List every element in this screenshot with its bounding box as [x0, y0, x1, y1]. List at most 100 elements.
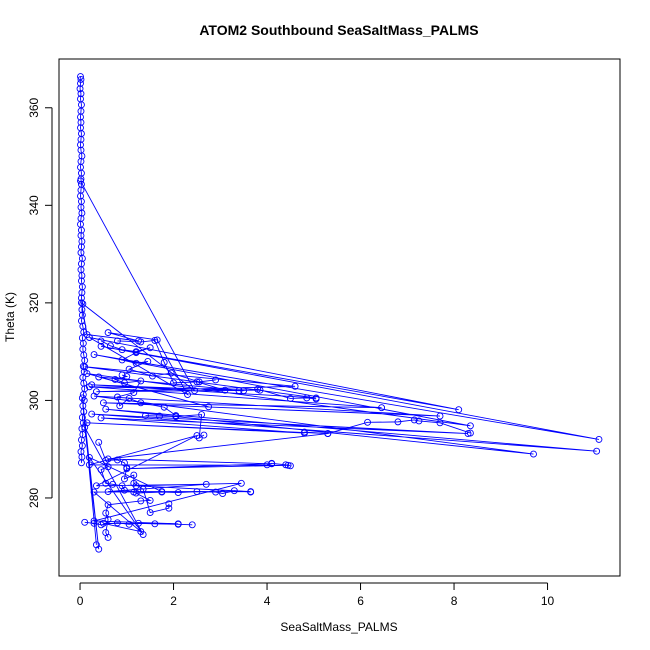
y-tick-label: 300 — [27, 390, 41, 410]
y-tick-label: 280 — [27, 488, 41, 508]
data-point — [120, 486, 128, 494]
data-point — [167, 369, 175, 377]
data-point — [144, 357, 152, 365]
data-point — [132, 482, 140, 490]
x-tick-label: 4 — [264, 594, 271, 608]
data-point — [77, 459, 85, 467]
data-point — [120, 379, 128, 387]
data-point — [200, 431, 208, 439]
series-11 — [111, 371, 180, 419]
series-12 — [97, 337, 220, 386]
data-point — [90, 519, 98, 527]
data-point — [137, 377, 145, 385]
data-point — [146, 509, 154, 517]
series-line — [100, 466, 152, 538]
data-point — [80, 351, 88, 359]
chart-title: ATOM2 Southbound SeaSaltMass_PALMS — [199, 22, 478, 38]
data-point — [97, 342, 105, 350]
data-point — [95, 373, 103, 381]
data-point — [81, 518, 89, 526]
data-point — [123, 464, 131, 472]
data-point — [81, 363, 89, 371]
data-point — [99, 399, 107, 407]
series-9 — [95, 438, 173, 517]
data-point — [191, 387, 199, 395]
y-axis: 280 300 320 340 360 — [27, 97, 53, 508]
data-point — [205, 403, 213, 411]
data-point — [165, 500, 173, 508]
data-point — [118, 371, 126, 379]
data-point — [77, 90, 85, 98]
data-point — [165, 504, 173, 512]
data-point — [219, 490, 227, 498]
data-point — [364, 418, 371, 426]
data-point — [76, 85, 84, 93]
data-point — [77, 79, 84, 87]
data-point — [142, 412, 149, 419]
data-point — [77, 76, 85, 83]
series-5 — [300, 416, 474, 438]
data-point — [97, 521, 105, 529]
data-point — [139, 531, 147, 538]
data-point — [78, 152, 86, 160]
x-tick-label: 8 — [451, 594, 458, 608]
data-point — [160, 403, 168, 411]
data-point — [378, 404, 386, 412]
y-tick-label: 320 — [27, 293, 41, 313]
data-point — [132, 349, 140, 357]
data-point — [90, 392, 98, 400]
data-point — [85, 334, 93, 341]
data-point — [113, 519, 121, 527]
x-axis: 0 2 4 6 8 10 — [77, 582, 555, 608]
data-point — [90, 351, 98, 359]
series-8 — [81, 518, 196, 529]
data-point — [120, 475, 128, 483]
data-point — [151, 520, 159, 528]
series-line — [100, 340, 216, 383]
data-point — [95, 438, 103, 446]
data-point — [77, 299, 85, 307]
data-point — [303, 394, 311, 402]
data-point — [268, 459, 276, 467]
data-point — [135, 519, 142, 527]
data-point — [455, 406, 463, 414]
series-1 — [76, 73, 89, 467]
data-point — [149, 372, 156, 380]
series-line — [84, 521, 193, 526]
data-point — [184, 391, 192, 399]
data-point — [263, 461, 271, 469]
series-7 — [132, 487, 255, 498]
data-point — [174, 489, 182, 497]
data-point — [78, 394, 86, 402]
data-point — [111, 375, 119, 383]
y-tick-label: 340 — [27, 195, 41, 215]
data-point — [97, 414, 105, 422]
data-point — [80, 379, 88, 387]
x-tick-label: 2 — [170, 594, 177, 608]
data-point — [235, 387, 243, 395]
series-line — [304, 419, 471, 435]
data-point — [282, 461, 290, 469]
data-point — [104, 534, 112, 541]
data-point — [286, 395, 294, 402]
data-point — [77, 192, 84, 200]
series-6 — [263, 459, 294, 470]
data-point — [102, 456, 110, 464]
data-point — [78, 289, 86, 297]
series-4 — [142, 411, 208, 442]
data-point — [97, 466, 105, 474]
data-point — [97, 337, 105, 345]
data-point — [130, 488, 138, 496]
data-point — [92, 482, 100, 490]
data-point — [221, 386, 229, 394]
data-point — [286, 462, 294, 470]
data-point — [77, 113, 84, 121]
data-point — [132, 359, 140, 367]
data-point — [88, 410, 96, 418]
data-point — [104, 501, 112, 509]
data-point — [106, 342, 114, 350]
data-point — [291, 382, 299, 390]
data-point — [90, 488, 98, 496]
data-point — [123, 373, 131, 380]
